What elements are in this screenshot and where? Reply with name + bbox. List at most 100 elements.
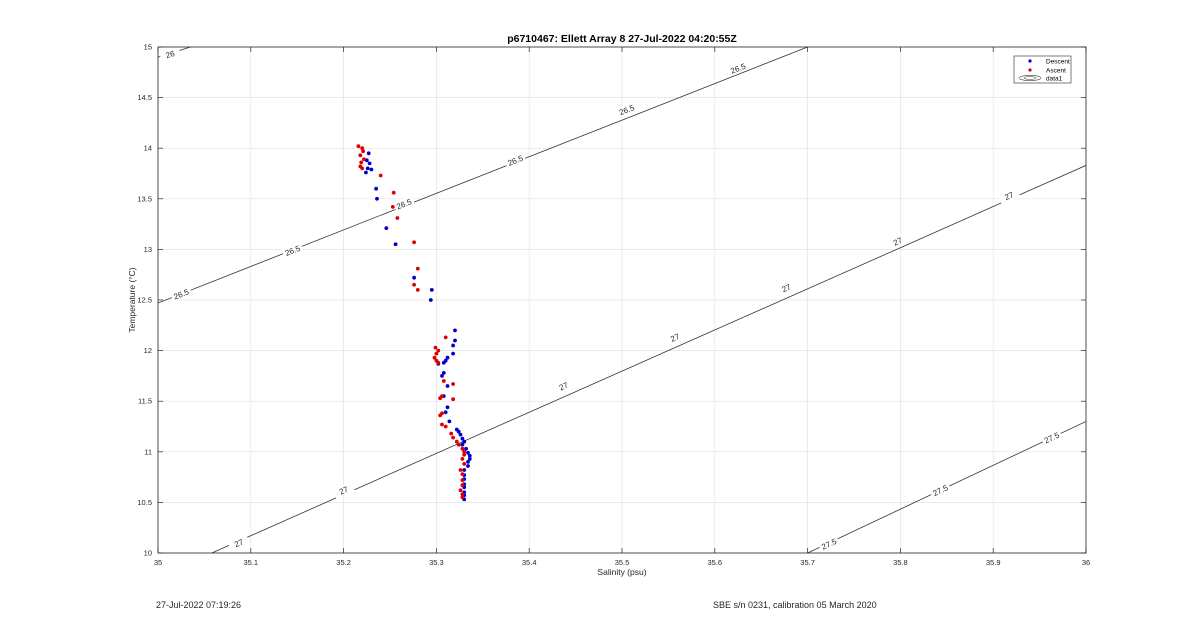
ascent-point <box>462 462 467 466</box>
ascent-point <box>415 288 420 292</box>
descent-point <box>467 453 472 458</box>
ascent-point <box>362 157 366 162</box>
x-tick-label: 36 <box>1082 558 1090 567</box>
contour-label-bg <box>663 328 687 347</box>
y-tick-label: 10.5 <box>137 498 152 507</box>
legend[interactable]: Descent Ascent data1 <box>1013 55 1072 84</box>
contour-label-27: 27 <box>892 236 904 248</box>
ascent-point <box>436 360 441 365</box>
legend-box <box>1013 55 1072 84</box>
descent-point <box>366 151 371 156</box>
descent-point <box>445 384 450 388</box>
descent-point <box>365 166 370 171</box>
ascent-point <box>378 173 383 178</box>
contour-label-bg <box>332 481 355 499</box>
ascent-point <box>460 495 465 500</box>
contour-label-bg <box>726 59 750 77</box>
x-tick-label: 35.1 <box>243 558 258 567</box>
contour-label-27: 27 <box>558 380 570 392</box>
legend-contour-marker-inner <box>1023 76 1037 80</box>
contour-label-bg <box>392 195 416 213</box>
descent-point <box>445 355 450 360</box>
ascent-point <box>451 435 455 440</box>
ascent-point <box>432 355 437 360</box>
ascent-point <box>462 452 467 457</box>
x-tick-label: 35.2 <box>336 558 351 567</box>
ascent-point <box>454 439 459 444</box>
ascent-point <box>361 149 365 154</box>
descent-point <box>456 429 461 434</box>
contour-label-bg <box>775 279 798 297</box>
descent-point <box>466 450 470 455</box>
ascent-point <box>359 160 364 165</box>
descent-point <box>367 161 372 166</box>
contour-label-27: 27 <box>781 282 793 294</box>
x-tick-label: 35.8 <box>893 558 908 567</box>
descent-point <box>440 374 444 378</box>
ascent-point <box>460 483 465 488</box>
ascent-point <box>460 472 465 476</box>
ascent-point <box>415 266 420 271</box>
descent-point <box>467 457 472 461</box>
y-axis-label: Temperature (°C) <box>127 267 137 332</box>
y-tick-label: 14 <box>144 144 152 153</box>
x-axis-ticks: 35 35.1 35.2 35.3 35.4 35.5 35.6 35.7 35.8 35.9 36 <box>154 47 1090 567</box>
ascent-point <box>412 282 416 287</box>
descent-point <box>453 328 457 333</box>
x-tick-label: 35.7 <box>800 558 815 567</box>
ascent-point <box>456 442 461 447</box>
descent-point <box>374 186 378 191</box>
chart-title: p6710467: Ellett Array 8 27-Jul-2022 04:… <box>507 33 737 45</box>
y-tick-label: 13 <box>144 245 152 254</box>
x-tick-label: 35.6 <box>707 558 722 567</box>
ascent-point <box>440 422 444 427</box>
descent-point <box>447 419 452 424</box>
contour-label-bg <box>997 187 1021 205</box>
ascent-point <box>460 478 465 482</box>
contour-label-bg <box>552 377 575 395</box>
descent-point <box>375 196 379 201</box>
contour-label-27: 27 <box>669 332 681 344</box>
y-tick-label: 12.5 <box>137 296 152 305</box>
ascent-point <box>433 345 438 350</box>
contour-label-bg <box>227 534 250 552</box>
contour-labels: 2626.526.526.526.526.526.527272727272727… <box>159 46 1063 553</box>
descent-point <box>364 170 368 175</box>
descent-point <box>441 371 446 375</box>
descent-point <box>453 338 457 343</box>
descent-point <box>462 439 467 444</box>
ascent-point <box>358 153 363 158</box>
descent-point <box>384 226 389 231</box>
ascent-point <box>434 351 439 356</box>
contour-label-bg <box>886 232 909 250</box>
descent-point <box>466 460 470 464</box>
descent-point <box>458 432 463 437</box>
ascent-point <box>449 431 454 436</box>
contour-label-bg <box>817 535 841 553</box>
legend-ascent-marker <box>1028 68 1032 72</box>
y-tick-label: 11.5 <box>138 397 152 406</box>
descent-point <box>451 343 455 348</box>
ascent-point <box>436 348 441 353</box>
y-tick-label: 15 <box>144 43 152 52</box>
x-tick-label: 35.3 <box>429 558 444 567</box>
descent-point <box>466 464 470 468</box>
isopycnal-26.5 <box>158 47 808 304</box>
ascent-point <box>451 397 455 402</box>
legend-data1-label: data1 <box>1046 76 1063 83</box>
ascent-point <box>460 457 465 461</box>
ascent-point <box>441 379 446 383</box>
ascent-point <box>438 396 442 401</box>
y-tick-label: 12 <box>144 346 152 355</box>
ascent-point <box>460 492 465 497</box>
footer-timestamp: 27-Jul-2022 07:19:26 <box>156 600 242 610</box>
x-tick-label: 35.9 <box>986 558 1001 567</box>
legend-ascent-label: Ascent <box>1046 68 1066 75</box>
ascent-point <box>462 449 467 454</box>
descent-point <box>441 360 446 365</box>
ascent-point <box>360 166 365 171</box>
ascent-point <box>412 240 416 245</box>
contour-label-26: 26 <box>165 49 177 60</box>
x-tick-label: 35.5 <box>615 558 630 567</box>
